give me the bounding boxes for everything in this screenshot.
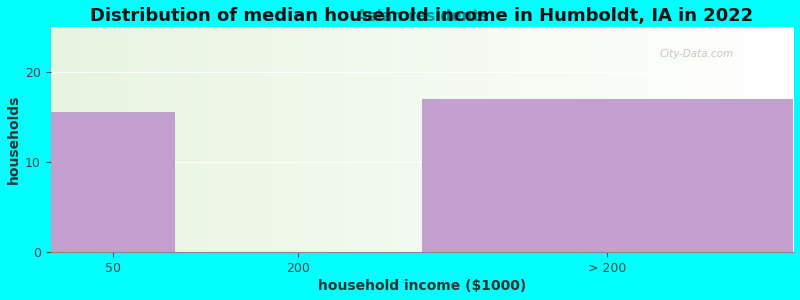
Text: City-Data.com: City-Data.com <box>659 49 734 58</box>
Text: Asian residents: Asian residents <box>355 9 488 24</box>
Title: Distribution of median household income in Humboldt, IA in 2022: Distribution of median household income … <box>90 7 754 25</box>
Y-axis label: households: households <box>7 94 21 184</box>
X-axis label: household income ($1000): household income ($1000) <box>318 279 526 293</box>
Bar <box>50 112 174 252</box>
Bar <box>422 99 793 252</box>
